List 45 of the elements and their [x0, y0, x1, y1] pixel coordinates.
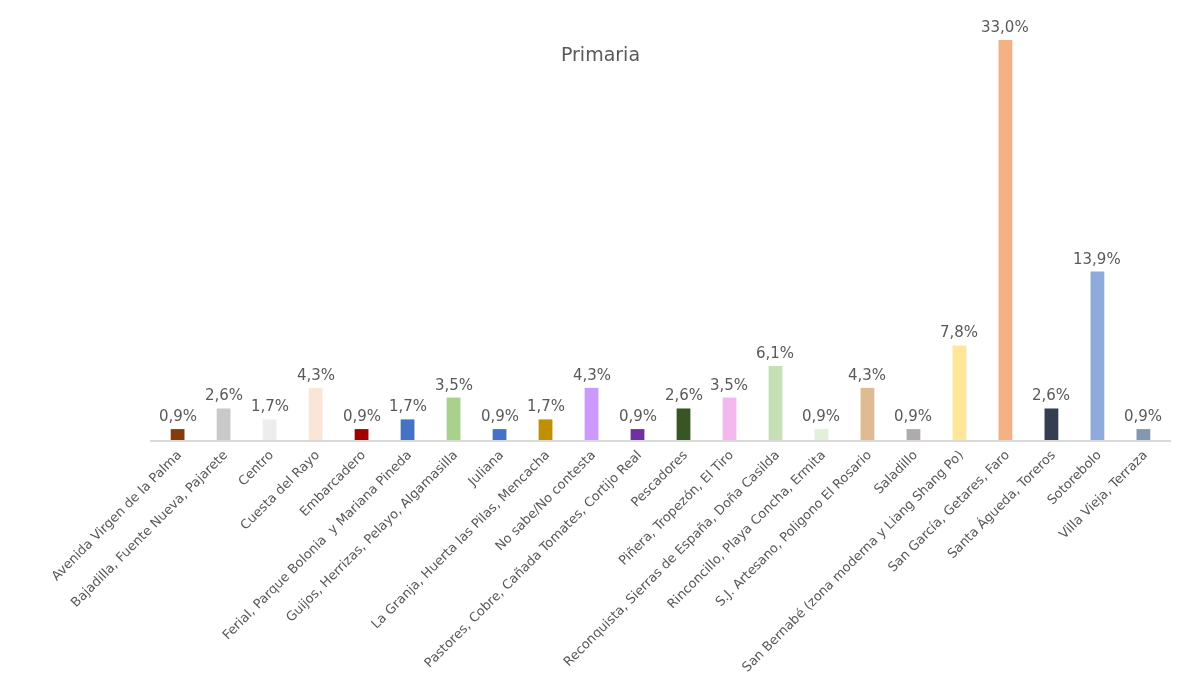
data-label: 1,7% — [251, 397, 290, 415]
data-label: 6,1% — [756, 344, 795, 362]
data-label: 1,7% — [527, 397, 566, 415]
data-label: 0,9% — [619, 407, 658, 425]
bar — [1136, 429, 1151, 440]
data-label: 13,9% — [1073, 250, 1121, 268]
data-label: 0,9% — [894, 407, 933, 425]
data-label: 0,9% — [343, 407, 382, 425]
bar — [446, 397, 461, 440]
bar — [584, 387, 599, 440]
bar — [216, 408, 231, 440]
data-label: 4,3% — [297, 366, 336, 384]
data-label: 7,8% — [940, 323, 979, 341]
data-label: 4,3% — [848, 366, 887, 384]
bar — [952, 345, 967, 440]
data-label: 2,6% — [665, 386, 704, 404]
data-label: 1,7% — [389, 397, 428, 415]
bar — [1044, 408, 1059, 440]
bar — [906, 429, 921, 440]
data-label: 0,9% — [159, 407, 198, 425]
bar — [170, 429, 185, 440]
data-label: 0,9% — [481, 407, 520, 425]
bar — [354, 429, 369, 440]
bar — [860, 387, 875, 440]
bar — [400, 419, 415, 440]
bar — [814, 429, 829, 440]
data-label: 3,5% — [710, 376, 749, 394]
bar — [722, 397, 737, 440]
bar — [676, 408, 691, 440]
data-label: 33,0% — [981, 18, 1029, 36]
bar — [308, 387, 323, 440]
bar — [1090, 271, 1105, 440]
data-label: 0,9% — [802, 407, 841, 425]
chart-title: Primaria — [560, 43, 641, 66]
data-label: 0,9% — [1124, 407, 1163, 425]
bar — [630, 429, 645, 440]
bar — [538, 419, 553, 440]
data-label: 4,3% — [573, 366, 612, 384]
bar — [492, 429, 507, 440]
bar — [768, 366, 783, 440]
data-label: 2,6% — [1032, 386, 1071, 404]
data-label: 2,6% — [205, 386, 244, 404]
bar — [998, 40, 1013, 440]
data-label: 3,5% — [435, 376, 474, 394]
bar — [262, 419, 277, 440]
